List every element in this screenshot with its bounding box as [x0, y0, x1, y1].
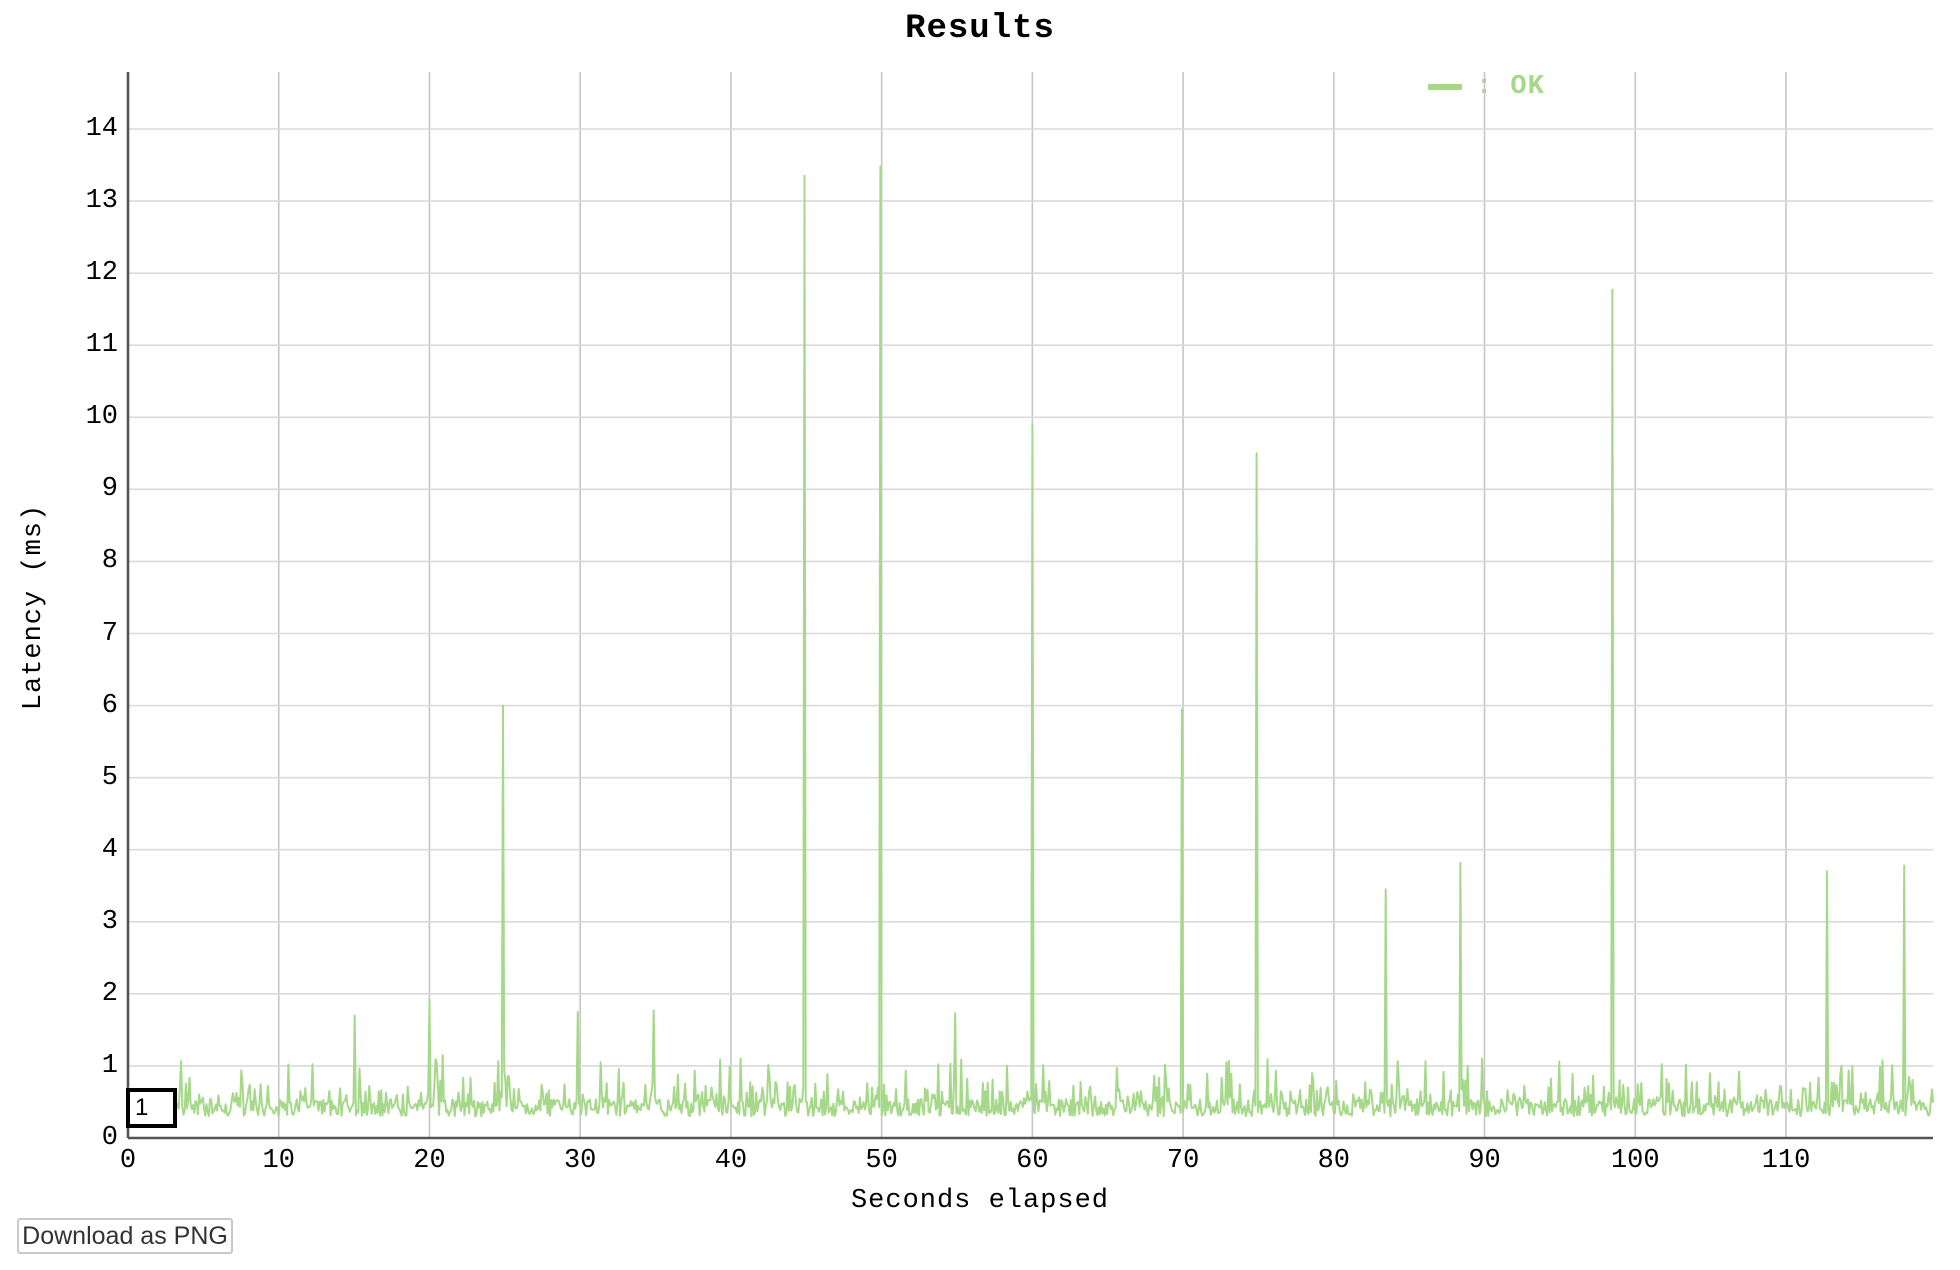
legend-line-icon: [1428, 84, 1462, 90]
x-tick-label: 60: [1016, 1146, 1049, 1176]
legend-series-label: : OK: [1476, 72, 1545, 102]
y-tick-label: 5: [101, 762, 118, 793]
y-tick-label: 11: [85, 330, 118, 361]
y-tick-label: 10: [85, 402, 118, 433]
annotation-marker[interactable]: 1: [126, 1088, 177, 1128]
x-tick-label: 0: [119, 1146, 137, 1176]
page-title: Results: [905, 10, 1055, 48]
x-tick-label: 30: [563, 1146, 597, 1176]
x-axis-title: Seconds elapsed: [850, 1186, 1110, 1216]
x-tick-label: 80: [1317, 1146, 1351, 1176]
x-tick-label: 90: [1468, 1146, 1501, 1176]
y-tick-label: 12: [85, 258, 118, 289]
annotation-label: 1: [135, 1094, 149, 1121]
y-tick-label: 9: [101, 474, 118, 505]
y-tick-label: 2: [101, 978, 118, 1009]
y-tick-label: 4: [101, 834, 118, 865]
y-tick-label: 6: [101, 690, 118, 721]
y-tick-label: 1: [101, 1050, 118, 1081]
x-tick-label: 70: [1166, 1146, 1200, 1176]
y-axis-title: Latency (ms): [19, 503, 49, 711]
legend: : OK: [1428, 72, 1545, 102]
x-tick-label: 110: [1761, 1146, 1811, 1176]
y-tick-label: 14: [85, 114, 118, 144]
x-tick-label: 20: [413, 1146, 446, 1176]
download-png-button[interactable]: Download as PNG: [17, 1218, 233, 1254]
y-tick-label: 0: [101, 1123, 118, 1153]
y-tick-label: 13: [85, 186, 118, 217]
x-tick-label: 100: [1610, 1146, 1660, 1176]
y-tick-label: 3: [101, 906, 118, 937]
x-tick-label: 10: [262, 1146, 295, 1176]
x-tick-label: 50: [865, 1146, 898, 1176]
y-tick-label: 7: [101, 618, 118, 649]
x-tick-label: 40: [714, 1146, 748, 1176]
series-ok-line: [127, 165, 1935, 1118]
y-tick-label: 8: [101, 546, 118, 577]
